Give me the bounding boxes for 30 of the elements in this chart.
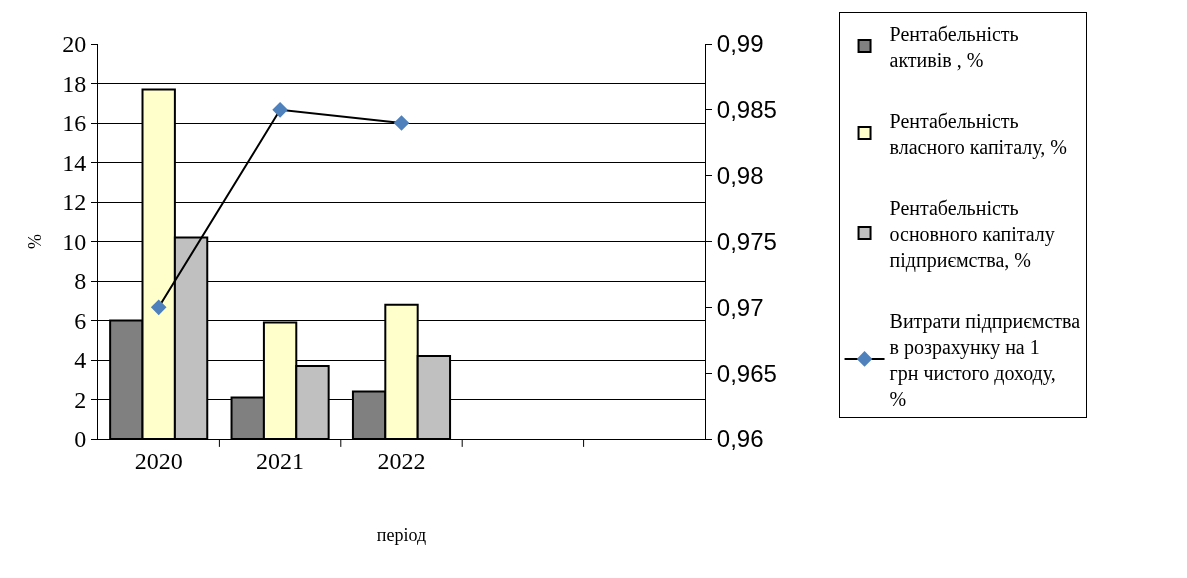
legend-label: Рентабельність основного капіталу підприємства, % — [889, 196, 1055, 272]
y2-tick-label: 0,975 — [716, 227, 777, 255]
y2-tick-label: 0,965 — [716, 359, 777, 387]
y2-tick-label: 0,99 — [716, 30, 764, 58]
y-tick-label: 4 — [74, 347, 87, 374]
x-tick-label: 2022 — [377, 447, 426, 474]
x-tick-label: 2020 — [134, 447, 183, 474]
y-tick-label: 20 — [62, 31, 87, 58]
y2-tick-label: 0,985 — [716, 96, 777, 124]
y2-tick-label: 0,96 — [716, 425, 764, 453]
point — [393, 115, 410, 131]
y2-tick-label: 0,98 — [716, 162, 764, 190]
y-axis-title: % — [25, 234, 46, 249]
y-tick-label: 14 — [62, 149, 87, 176]
y2-tick-label: 0,97 — [716, 293, 764, 321]
legend-label: Витрати підприємства в розрахунку на 1 грн чистого доходу, % — [889, 309, 1081, 410]
y-tick-label: 16 — [62, 110, 87, 137]
point — [150, 299, 167, 316]
y-tick-label: 10 — [62, 228, 87, 255]
point — [272, 102, 288, 118]
y-tick-label: 2 — [74, 386, 87, 413]
y-tick-label: 12 — [62, 189, 87, 216]
x-axis-title: період — [376, 524, 427, 545]
y-tick-label: 18 — [62, 70, 87, 97]
y-tick-label: 0 — [74, 426, 87, 453]
legend-label: Рентабельність власного капіталу, % — [889, 109, 1067, 159]
y-tick-label: 6 — [74, 307, 87, 334]
x-tick-label: 2021 — [256, 447, 305, 474]
y-tick-label: 8 — [74, 268, 87, 295]
legend-label: Рентабельність активів , % — [889, 22, 1019, 71]
